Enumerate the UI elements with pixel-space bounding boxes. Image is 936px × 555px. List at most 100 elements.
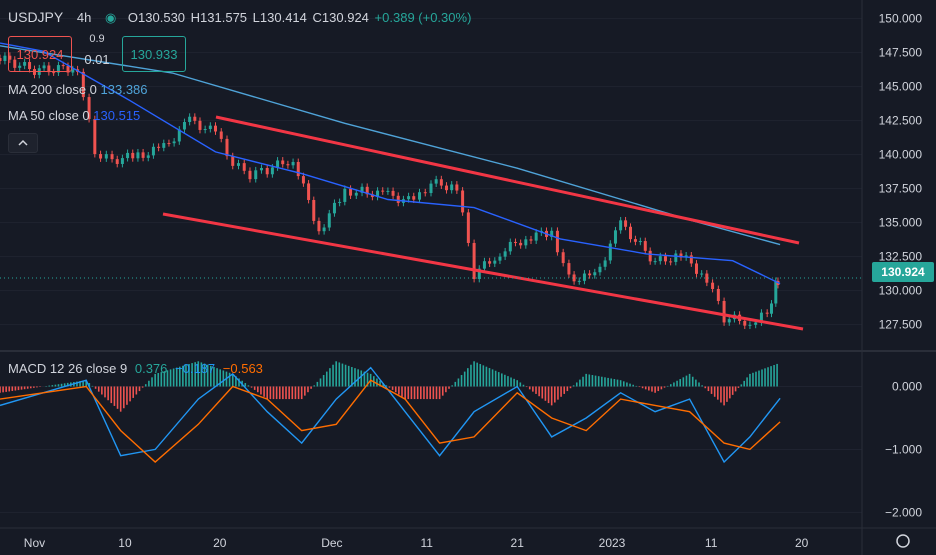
time-tick-label: 2023: [599, 536, 626, 550]
candle-body: [131, 152, 135, 159]
candle-body: [381, 190, 385, 192]
macd-histogram-bar: [507, 376, 509, 387]
macd-histogram-bar: [410, 386, 413, 400]
macd-line: [0, 366, 781, 464]
macd-histogram-bar: [758, 370, 760, 387]
macd-histogram-bar: [104, 386, 106, 398]
macd-histogram-bar: [528, 386, 531, 390]
candle-body: [774, 280, 778, 304]
ma50-legend[interactable]: MA 50 close 0 130.515: [8, 108, 140, 123]
macd-histogram-bar: [457, 378, 460, 387]
symbol-name[interactable]: USDJPY: [8, 9, 64, 25]
candle-body: [508, 241, 512, 252]
sell-button[interactable]: 130.924: [8, 36, 72, 72]
macd-histogram-bar: [588, 374, 591, 387]
macd-tick-label: −2.000: [885, 505, 922, 519]
macd-histogram-bar: [313, 385, 316, 387]
macd-histogram-bar: [228, 372, 231, 387]
macd-histogram-bar: [613, 379, 616, 387]
settings-gear-icon[interactable]: [896, 534, 910, 548]
macd-histogram-bar: [294, 386, 297, 400]
candle-body: [434, 179, 438, 184]
candle-body: [157, 146, 161, 148]
macd-histogram-bar: [601, 376, 603, 387]
interval[interactable]: 4h: [76, 10, 92, 25]
ma200-legend[interactable]: MA 200 close 0 133.386: [8, 82, 148, 97]
macd-histogram-bar: [385, 385, 388, 387]
candle-body: [577, 280, 581, 282]
macd-histogram-bar: [60, 383, 63, 387]
macd-histogram-bar: [679, 379, 681, 387]
price-tick-label: 137.500: [879, 182, 923, 196]
macd-histogram-bar: [191, 363, 193, 387]
candle-body: [396, 195, 400, 203]
macd-histogram-bar: [641, 386, 644, 389]
candle-body: [47, 65, 51, 73]
candle-body: [71, 69, 75, 73]
macd-histogram-bar: [532, 386, 534, 392]
candle-body: [172, 141, 176, 144]
candle-body: [242, 163, 246, 171]
buy-button[interactable]: 130.933: [122, 36, 186, 72]
candle-body: [727, 319, 731, 323]
macd-histogram-bar: [538, 386, 540, 397]
macd-histogram-bar: [651, 386, 653, 392]
candle-body: [488, 261, 492, 264]
candle-body: [236, 163, 240, 166]
macd-histogram-bar: [743, 380, 745, 387]
macd-histogram-bar: [597, 376, 600, 387]
candle-body: [376, 190, 380, 197]
candle-body: [177, 129, 181, 142]
macd-histogram-bar: [460, 375, 463, 387]
candle-body: [608, 243, 612, 261]
macd-histogram-bar: [557, 386, 559, 400]
macd-histogram-bar: [482, 365, 485, 387]
macd-signal-line: [0, 379, 781, 463]
candle-body: [643, 241, 647, 251]
candle-body: [743, 320, 747, 326]
macd-histogram-bar: [8, 386, 11, 392]
macd-histogram-bar: [488, 368, 491, 387]
macd-histogram-bar: [316, 381, 319, 387]
candle-body: [0, 58, 2, 61]
macd-histogram-bar: [491, 369, 494, 387]
macd-legend[interactable]: MACD 12 26 close 9 0.376 −0.187 −0.563: [8, 361, 263, 376]
macd-histogram-bar: [206, 364, 209, 387]
ma200-value: 133.386: [100, 82, 148, 97]
macd-histogram-bar: [304, 386, 306, 396]
macd-histogram-bar: [185, 364, 187, 387]
macd-histogram-bar: [347, 365, 350, 387]
macd-histogram-bar: [26, 386, 29, 389]
candle-body: [23, 62, 27, 66]
last-price-tag: 130.924: [872, 262, 934, 282]
macd-histogram-bar: [297, 386, 300, 400]
candle-body: [679, 253, 683, 258]
macd-histogram-bar: [329, 368, 331, 387]
macd-histogram-bar: [695, 379, 697, 387]
macd-histogram-bar: [169, 369, 172, 387]
candle-body: [42, 65, 46, 69]
time-tick-label: Dec: [321, 536, 342, 550]
macd-histogram-bar: [429, 386, 432, 400]
macd-histogram-bar: [166, 370, 169, 387]
macd-histogram-bar: [379, 380, 381, 387]
macd-histogram-bar: [657, 386, 660, 392]
candle-body: [203, 129, 207, 131]
candle-body: [722, 300, 726, 323]
candle-body: [136, 152, 140, 159]
candle-body: [151, 146, 155, 156]
macd-histogram-bar: [20, 386, 23, 390]
macd-histogram-bar: [713, 386, 716, 397]
candle-body: [327, 213, 331, 228]
candle-body: [87, 97, 91, 120]
macd-histogram-bar: [51, 385, 54, 387]
macd-histogram-bar: [319, 378, 322, 387]
candle-body: [18, 65, 22, 68]
macd-histogram-bar: [591, 375, 594, 387]
quantity-field[interactable]: 0.01: [84, 52, 110, 67]
macd-histogram-bar: [755, 371, 757, 387]
candle-body: [81, 71, 85, 98]
macd-histogram-bar: [416, 386, 419, 400]
collapse-legend-button[interactable]: [8, 133, 38, 153]
